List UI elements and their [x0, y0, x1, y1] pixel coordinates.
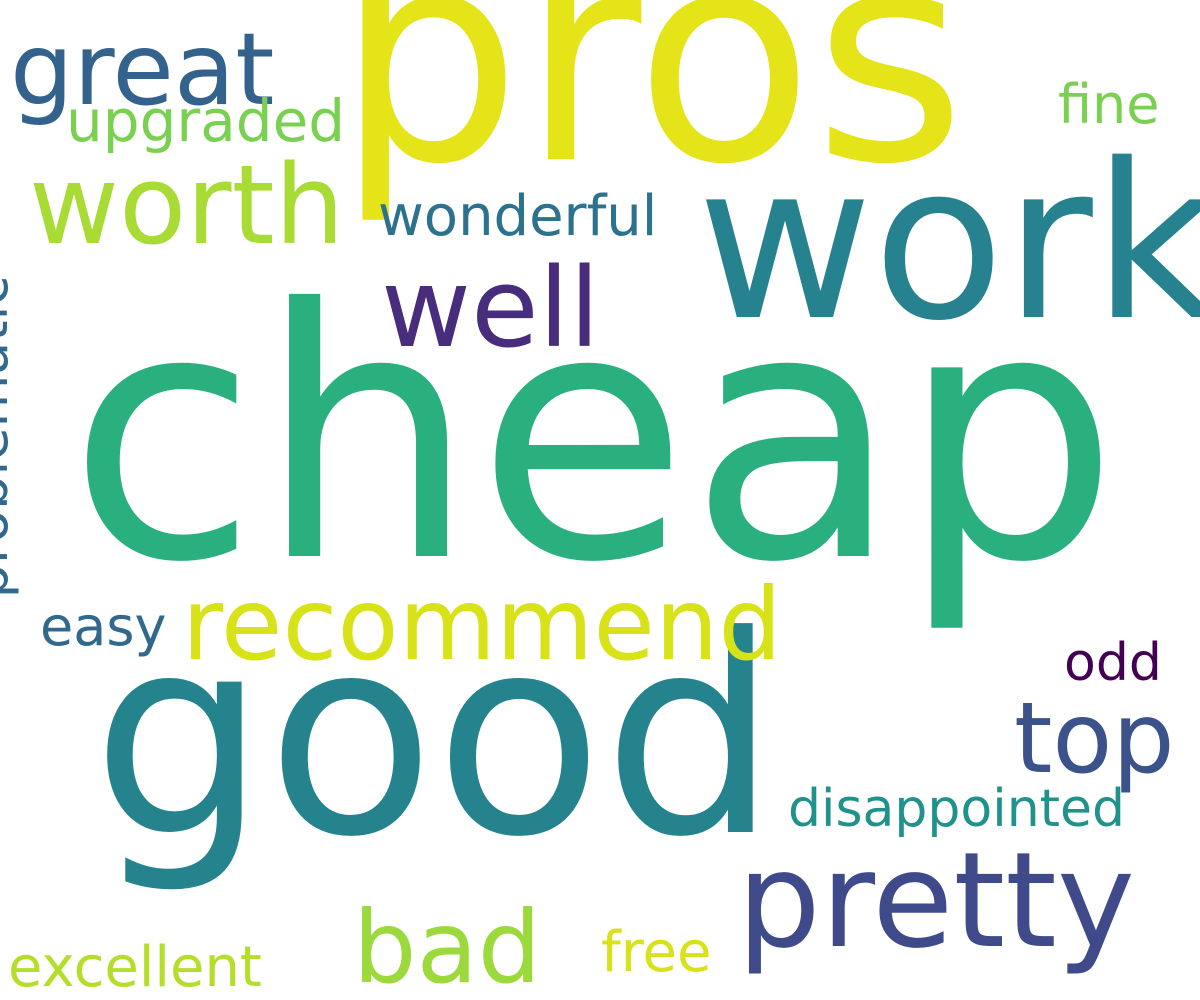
word-bad: bad [353, 889, 542, 1000]
word-free: free [601, 920, 712, 985]
word-upgraded: upgraded [66, 87, 346, 155]
word-top: top [1014, 682, 1175, 796]
word-problematic: problematic [0, 275, 21, 599]
word-odd: odd [1064, 633, 1162, 693]
word-fine: fine [1058, 73, 1160, 136]
word-pros: pros [336, 0, 966, 228]
word-work: work [697, 117, 1200, 368]
word-recommend: recommend [182, 566, 782, 683]
word-pretty: pretty [737, 824, 1135, 978]
word-cheap: cheap [68, 237, 1120, 638]
word-wonderful: wonderful [378, 184, 658, 249]
word-easy: easy [40, 595, 167, 658]
word-excellent: excellent [8, 935, 262, 1000]
word-well: well [381, 244, 600, 372]
word-disappointed: disappointed [788, 779, 1126, 839]
word-worth: worth [29, 141, 345, 269]
word-good: good [92, 577, 778, 897]
word-great: great [10, 11, 275, 128]
